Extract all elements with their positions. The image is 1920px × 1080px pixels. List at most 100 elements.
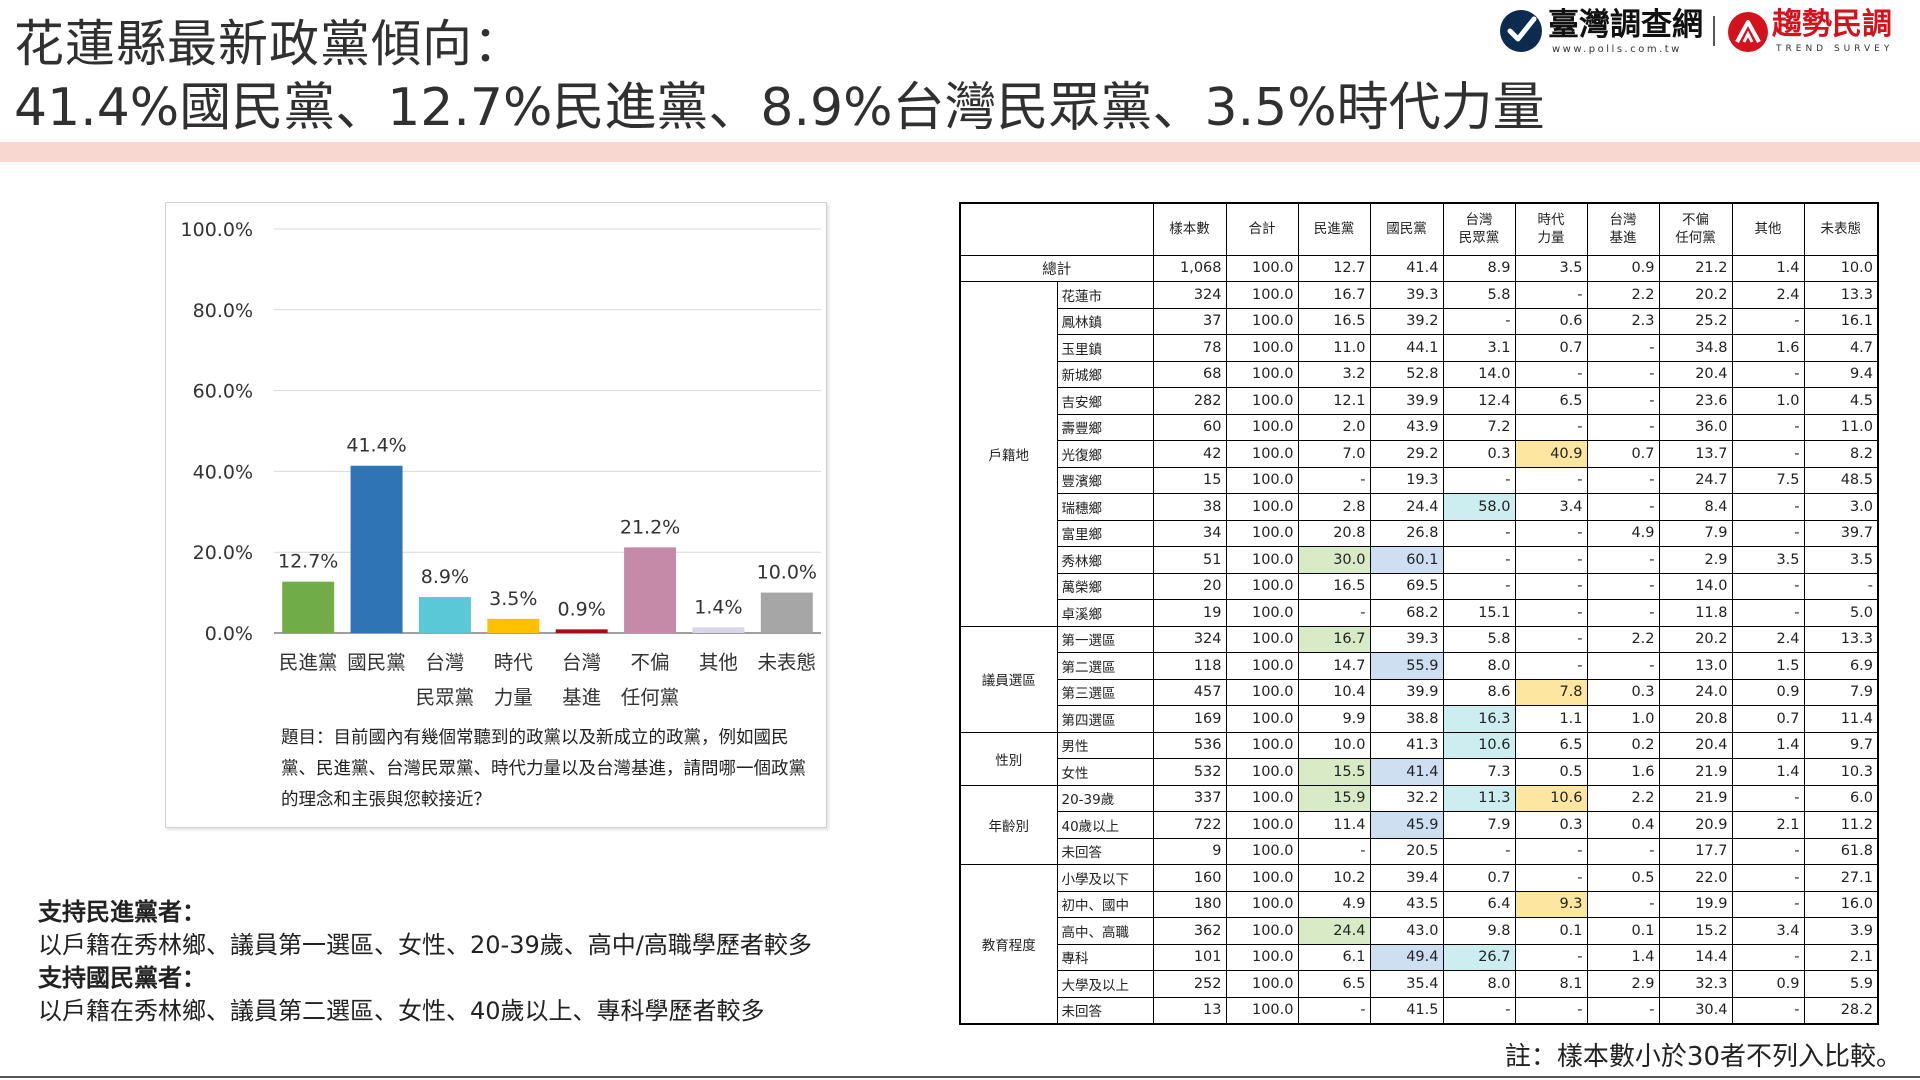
table-row: 大學及以上 252 100.0 6.5 35.4 8.0 8.1 2.9 32.3 0.9 5.9 — [960, 970, 1879, 998]
bar — [760, 592, 813, 633]
table-cell: 3.4 — [1514, 493, 1588, 521]
table-cell: 100.0 — [1225, 625, 1299, 653]
table-cell: 39.2 — [1369, 307, 1444, 335]
table-cell: 1.0 — [1731, 387, 1805, 415]
row-label: 萬榮鄉 — [1056, 572, 1154, 600]
table-cell: 2.4 — [1731, 625, 1805, 653]
table-cell: 11.4 — [1803, 705, 1879, 733]
table-cell: 4.7 — [1803, 334, 1879, 362]
bar — [350, 465, 403, 633]
table-cell: 42 — [1152, 440, 1227, 468]
table-cell: 21.2 — [1658, 254, 1733, 282]
table-cell: 20.2 — [1658, 625, 1733, 653]
table-cell: 0.7 — [1442, 864, 1516, 892]
column-header: 樣本數 — [1152, 202, 1227, 256]
table-cell: 532 — [1152, 758, 1227, 786]
table-cell: - — [1586, 546, 1660, 574]
logos: 臺灣調查網 www.polls.com.tw 趨勢民調 TREND SURVEY — [1500, 6, 1910, 58]
table-cell: - — [1514, 864, 1588, 892]
table-cell: 0.7 — [1586, 440, 1660, 468]
table-cell: - — [1586, 413, 1660, 441]
table-cell: 100.0 — [1225, 705, 1299, 733]
bar-value-label: 12.7% — [278, 551, 338, 573]
table-cell: 11.0 — [1297, 334, 1371, 362]
table-cell: - — [1514, 281, 1588, 309]
table-cell: 21.9 — [1658, 784, 1733, 812]
table-cell: 2.4 — [1731, 281, 1805, 309]
row-label: 第二選區 — [1056, 652, 1154, 680]
table-cell: 41.4 — [1369, 758, 1444, 786]
table-cell: 15.9 — [1297, 784, 1371, 812]
table-cell: 12.7 — [1297, 254, 1371, 282]
dpp-findings-head: 支持民進黨者： — [38, 898, 206, 926]
table-cell: 362 — [1152, 917, 1227, 945]
table-cell: - — [1586, 572, 1660, 600]
column-header: 其他 — [1731, 202, 1805, 256]
bottom-rule — [0, 1076, 1920, 1078]
table-cell: 7.8 — [1514, 678, 1588, 706]
row-label: 鳳林鎮 — [1056, 307, 1154, 335]
table-cell: 1.1 — [1514, 705, 1588, 733]
column-header: 時代 力量 — [1514, 202, 1588, 256]
table-row: 性別 男性 536 100.0 10.0 41.3 10.6 6.5 0.2 20.4 1.4 9.7 — [959, 731, 1879, 786]
table-cell: 100.0 — [1225, 784, 1299, 812]
table-cell: 39.3 — [1369, 625, 1444, 653]
table-cell: 0.3 — [1442, 440, 1516, 468]
table-cell: - — [1514, 652, 1588, 680]
table-cell: - — [1586, 890, 1660, 918]
trend-logo-subtitle: TREND SURVEY — [1776, 44, 1894, 54]
bar — [418, 597, 471, 633]
table-cell: 100.0 — [1225, 334, 1299, 362]
table-cell: 48.5 — [1803, 466, 1879, 494]
table-row: 新城鄉 68 100.0 3.2 52.8 14.0- -20.4-9.4 — [960, 360, 1879, 388]
table-cell: 49.4 — [1369, 943, 1444, 971]
table-cell: 100.0 — [1225, 360, 1299, 388]
table-cell: - — [1442, 996, 1516, 1024]
table-cell: 10.6 — [1514, 784, 1588, 812]
table-cell: 3.2 — [1297, 360, 1371, 388]
table-cell: 3.4 — [1731, 917, 1805, 945]
table-cell: - — [1731, 837, 1805, 865]
table-cell: 30.0 — [1297, 546, 1371, 574]
table-cell: 3.5 — [1731, 546, 1805, 574]
table-cell: - — [1442, 519, 1516, 547]
category-label: 民眾黨 — [416, 686, 475, 709]
table-cell: 10.0 — [1803, 254, 1879, 282]
table-cell: 7.9 — [1803, 678, 1879, 706]
table-cell: 100.0 — [1225, 599, 1299, 627]
bar-chart: 0.0% 20.0% 40.0% 60.0% 80.0% 100.0% 12.7% 民進黨 41… — [181, 219, 821, 709]
table-cell: 6.0 — [1803, 784, 1879, 812]
table-cell: 7.9 — [1658, 519, 1733, 547]
table-cell: 100.0 — [1225, 493, 1299, 521]
polls-logo-url: www.polls.com.tw — [1552, 44, 1682, 55]
table-cell: 2.9 — [1658, 546, 1733, 574]
table-cell: 20 — [1152, 572, 1227, 600]
table-cell: 324 — [1152, 625, 1227, 653]
table-cell: 20.8 — [1658, 705, 1733, 733]
table-cell: 160 — [1152, 864, 1227, 892]
table-row: 瑞穗鄉 38 100.0 2.8 24.4 58.0 3.4-8.4-3.0 — [960, 493, 1879, 521]
table-cell: 2.8 — [1297, 493, 1371, 521]
row-label: 第一選區 — [1056, 625, 1154, 653]
column-header: 國民黨 — [1369, 202, 1444, 256]
y-tick-label: 80.0% — [193, 300, 253, 322]
table-row: 專科 101 100.0 6.1 49.4 26.7-1.4 14.4-2.1 — [960, 943, 1879, 971]
table-cell: 6.1 — [1297, 943, 1371, 971]
group-label: 性別 — [959, 731, 1058, 786]
table-row: 未回答 9 100.0-20.5- - -17.7-61.8 — [960, 837, 1879, 865]
table-cell: - — [1442, 837, 1516, 865]
table-cell: 1.0 — [1586, 705, 1660, 733]
category-label: 未表態 — [758, 651, 817, 674]
table-cell: - — [1586, 837, 1660, 865]
table-cell: 100.0 — [1225, 254, 1299, 282]
table-cell: - — [1297, 599, 1371, 627]
survey-question: 題目：目前國內有幾個常聽到的政黨以及新成立的政黨，例如國民黨、民進黨、台灣民眾黨… — [281, 728, 806, 810]
table-row: 光復鄉 42 100.0 7.0 29.2 0.3 40.9 0.7 13.7-8.2 — [960, 440, 1879, 468]
bar-value-label: 3.5% — [489, 588, 537, 610]
table-cell: - — [1586, 493, 1660, 521]
table-cell: - — [1514, 413, 1588, 441]
table-cell: 60.1 — [1369, 546, 1444, 574]
table-cell: 45.9 — [1369, 811, 1444, 839]
row-label: 秀林鄉 — [1056, 546, 1154, 574]
logo-separator — [1713, 16, 1715, 46]
